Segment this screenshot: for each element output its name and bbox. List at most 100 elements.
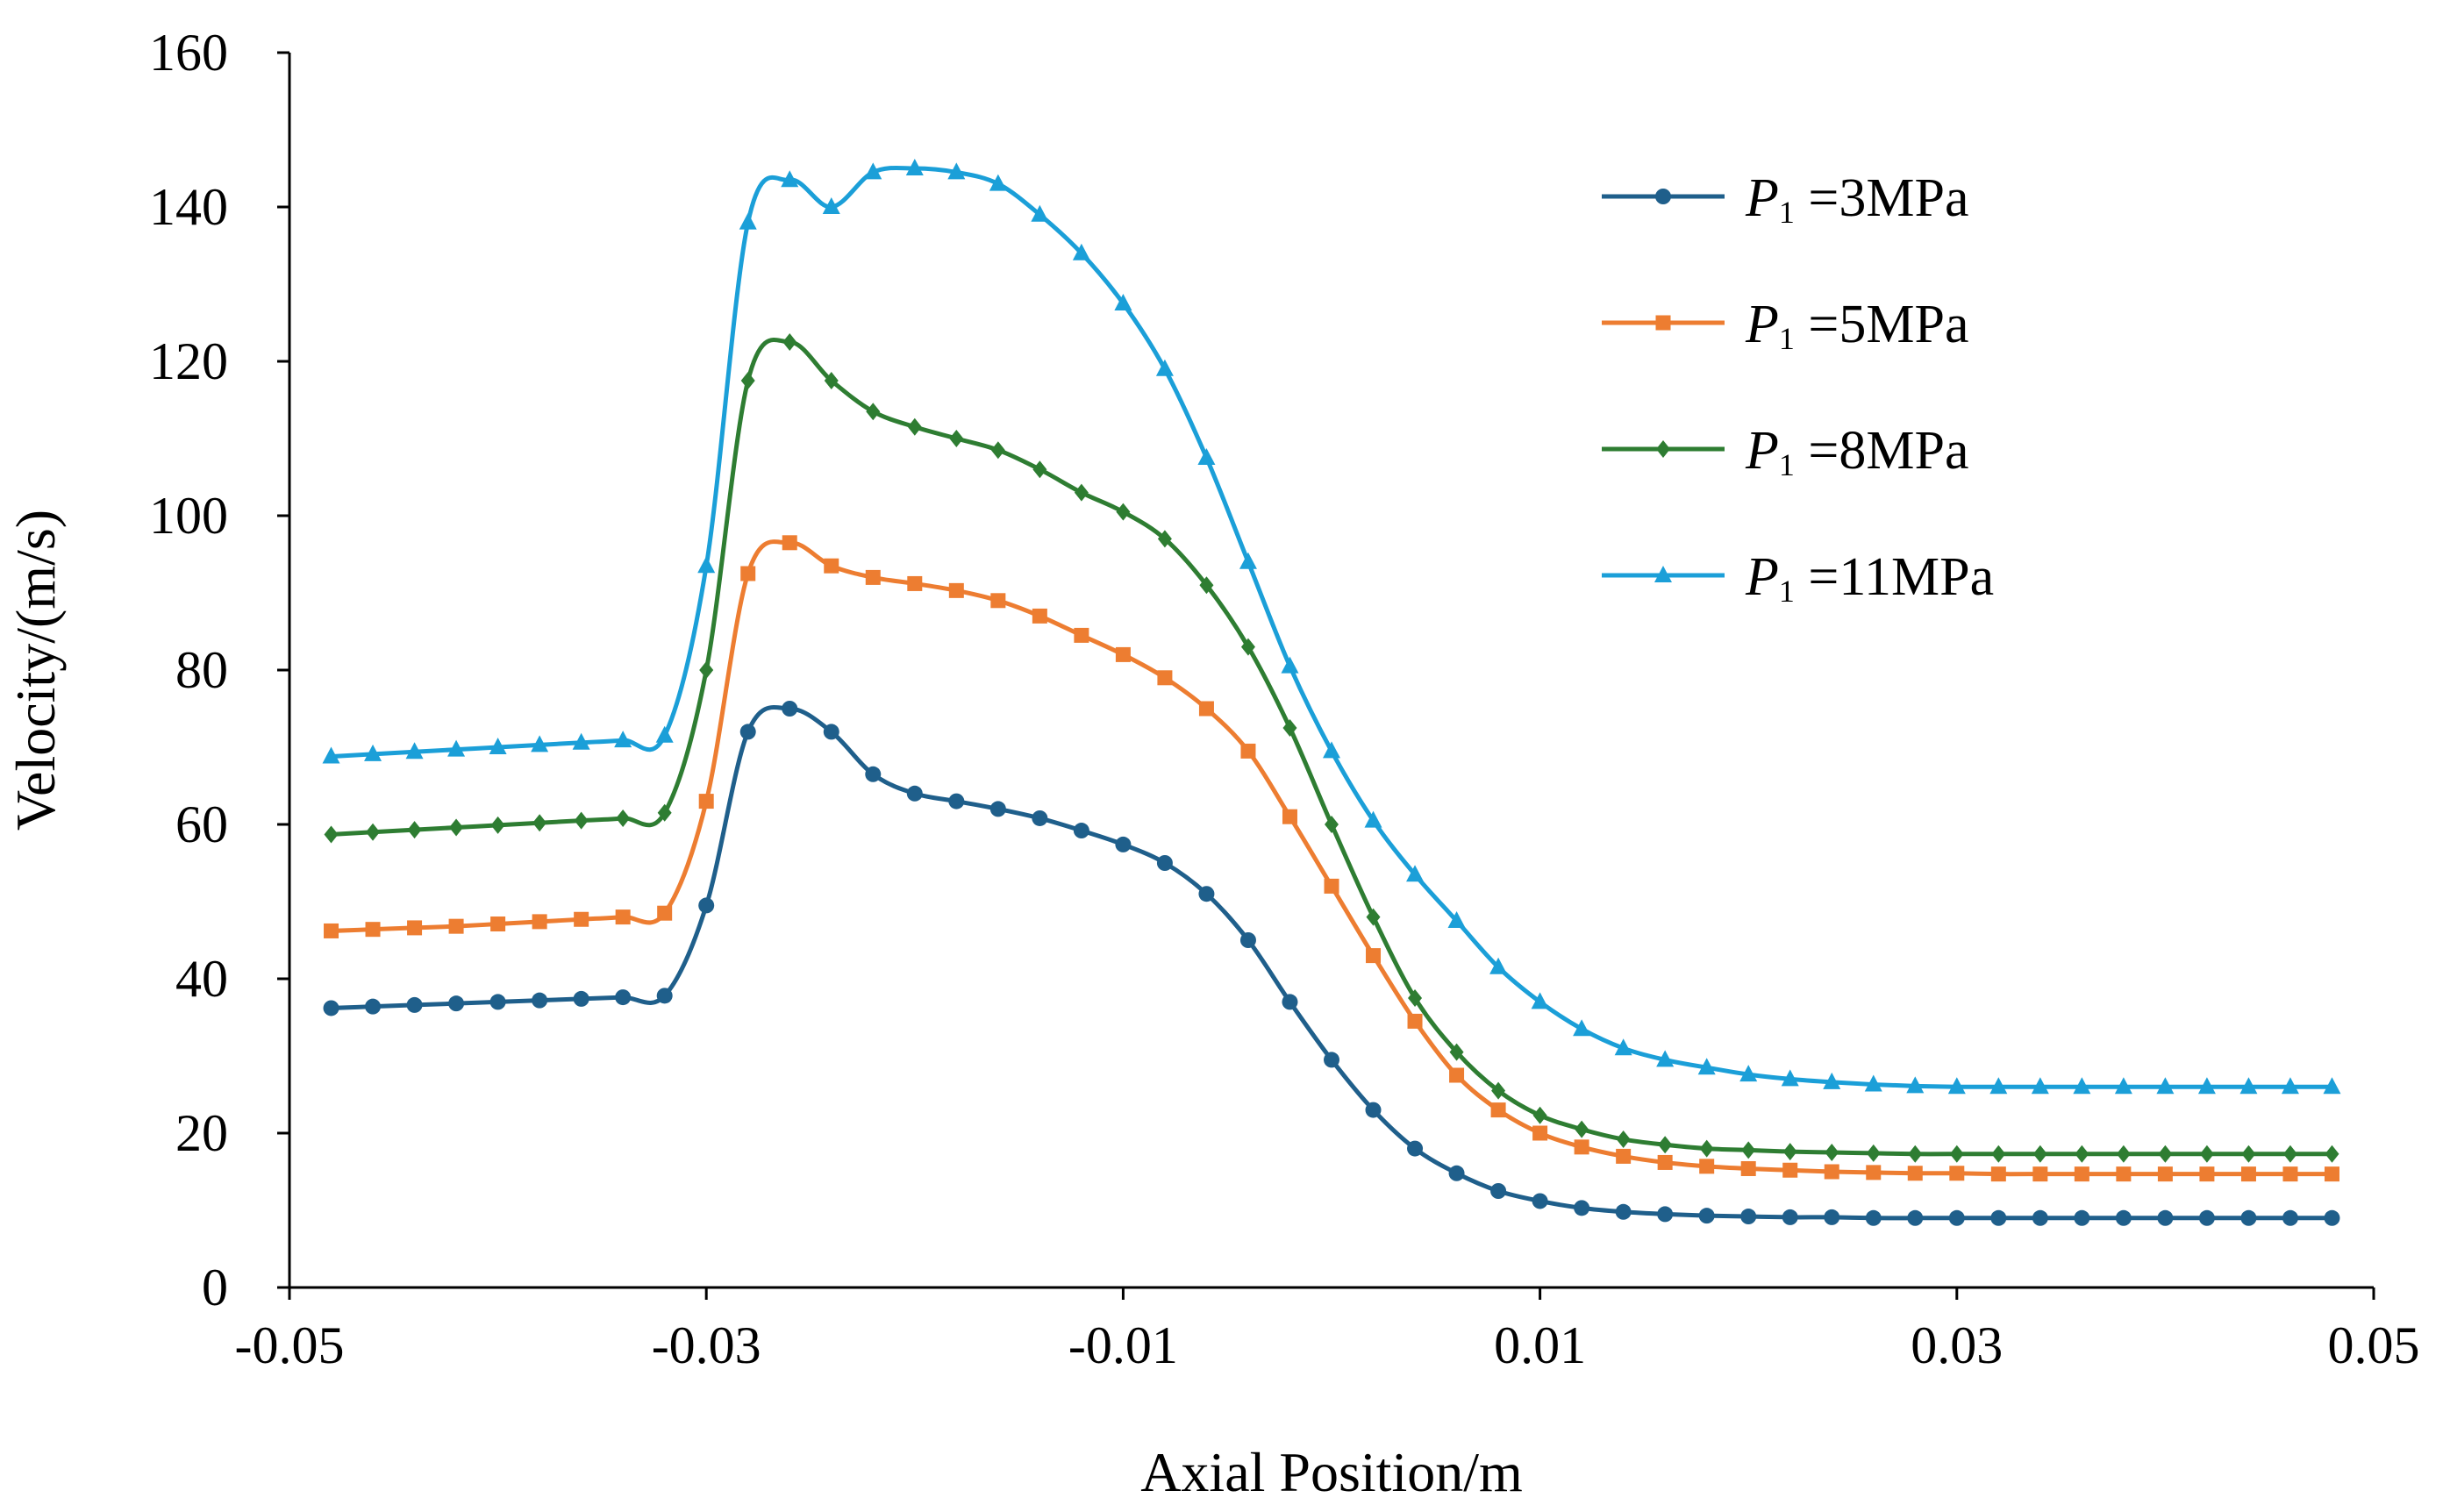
x-tick-label: -0.03: [652, 1316, 761, 1374]
data-point-3MPa: [406, 996, 423, 1013]
data-point-11MPa: [864, 162, 882, 180]
data-point-5MPa: [1949, 1166, 1965, 1181]
legend-item-5MPa: P1 =5MPa: [1602, 295, 1968, 356]
data-point-11MPa: [1531, 992, 1549, 1009]
data-point-3MPa: [1698, 1208, 1715, 1224]
data-point-5MPa: [1616, 1148, 1632, 1164]
data-point-3MPa: [739, 724, 756, 740]
data-point-5MPa: [1490, 1102, 1506, 1118]
series-line-3MPa: [331, 705, 2332, 1221]
data-point-3MPa: [1907, 1209, 1924, 1226]
data-point-5MPa: [365, 922, 381, 938]
data-point-3MPa: [1740, 1209, 1757, 1225]
y-tick-label: 120: [149, 332, 228, 390]
legend-symbol: P: [1745, 547, 1779, 607]
data-point-3MPa: [1407, 1140, 1424, 1157]
data-point-5MPa: [698, 794, 714, 809]
data-point-8MPa: [1699, 1139, 1714, 1158]
data-point-11MPa: [1614, 1038, 1632, 1056]
data-point-11MPa: [655, 725, 674, 743]
data-point-5MPa: [990, 593, 1006, 609]
data-point-3MPa: [1032, 809, 1048, 826]
data-point-5MPa: [1407, 1013, 1423, 1029]
data-point-8MPa: [1449, 1043, 1464, 1061]
data-point-3MPa: [2282, 1209, 2298, 1226]
data-point-11MPa: [1823, 1072, 1841, 1089]
data-point-11MPa: [1114, 294, 1132, 310]
legend-marker: [1654, 566, 1672, 582]
data-point-3MPa: [1156, 855, 1173, 871]
legend-item-3MPa: P1 =3MPa: [1602, 168, 1968, 230]
data-point-5MPa: [1824, 1164, 1839, 1180]
data-point-8MPa: [740, 372, 755, 389]
data-point-8MPa: [2325, 1145, 2339, 1163]
data-point-5MPa: [2157, 1166, 2173, 1182]
data-point-5MPa: [782, 535, 797, 551]
data-point-5MPa: [1324, 878, 1339, 894]
data-point-8MPa: [2282, 1145, 2297, 1163]
data-point-11MPa: [531, 735, 549, 752]
data-point-8MPa: [1741, 1141, 1756, 1159]
data-point-11MPa: [2197, 1077, 2216, 1095]
legend-label: P1 =3MPa: [1745, 168, 1968, 230]
data-point-8MPa: [1074, 483, 1089, 502]
data-point-5MPa: [1990, 1166, 2006, 1182]
data-point-11MPa: [1239, 552, 1257, 569]
data-point-3MPa: [2157, 1209, 2174, 1226]
data-point-8MPa: [449, 818, 464, 837]
data-point-8MPa: [1032, 460, 1047, 479]
legend-symbol: P: [1745, 421, 1779, 481]
y-tick-label: 160: [149, 24, 228, 82]
data-point-5MPa: [1198, 701, 1214, 717]
data-point-3MPa: [365, 998, 382, 1015]
data-point-5MPa: [865, 569, 881, 585]
data-point-8MPa: [1491, 1081, 1506, 1100]
data-point-8MPa: [490, 816, 505, 834]
legend-subscript: 1: [1779, 447, 1795, 482]
data-point-5MPa: [2282, 1166, 2298, 1182]
data-point-8MPa: [2199, 1145, 2214, 1163]
data-point-8MPa: [1199, 576, 1214, 595]
data-point-5MPa: [2324, 1166, 2339, 1182]
data-point-5MPa: [1699, 1159, 1715, 1174]
data-point-11MPa: [2239, 1077, 2258, 1095]
data-point-3MPa: [1490, 1183, 1507, 1199]
data-point-3MPa: [1990, 1209, 2007, 1226]
data-point-11MPa: [2114, 1077, 2132, 1095]
data-point-3MPa: [1532, 1193, 1548, 1209]
data-point-8MPa: [1116, 503, 1131, 521]
data-point-11MPa: [2156, 1077, 2175, 1095]
data-point-8MPa: [407, 821, 422, 839]
data-point-3MPa: [1324, 1052, 1339, 1068]
x-tick-label: 0.01: [1494, 1316, 1586, 1374]
data-point-11MPa: [1864, 1074, 1882, 1092]
data-point-3MPa: [948, 793, 965, 809]
data-point-8MPa: [616, 809, 631, 827]
data-point-5MPa: [1907, 1166, 1923, 1181]
data-point-11MPa: [322, 746, 340, 764]
data-point-3MPa: [323, 1000, 339, 1016]
data-point-5MPa: [574, 911, 589, 927]
data-point-3MPa: [1782, 1209, 1798, 1225]
data-point-5MPa: [1366, 948, 1382, 964]
data-point-3MPa: [573, 990, 589, 1007]
data-point-11MPa: [947, 162, 966, 180]
data-point-8MPa: [2241, 1145, 2256, 1163]
data-point-8MPa: [866, 403, 881, 421]
data-point-5MPa: [615, 909, 631, 925]
data-point-8MPa: [1157, 530, 1172, 548]
data-point-3MPa: [615, 989, 632, 1006]
x-tick-label: 0.03: [1911, 1316, 2003, 1374]
data-point-8MPa: [699, 661, 714, 679]
data-point-11MPa: [2281, 1077, 2299, 1095]
data-point-11MPa: [1656, 1050, 1675, 1067]
legend-symbol: P: [1745, 168, 1779, 228]
data-point-8MPa: [657, 803, 672, 822]
data-point-5MPa: [2074, 1166, 2089, 1182]
data-point-3MPa: [2324, 1209, 2340, 1226]
data-point-11MPa: [1573, 1019, 1591, 1037]
data-point-8MPa: [1782, 1143, 1797, 1161]
y-tick-label: 80: [175, 641, 228, 699]
data-point-11MPa: [1406, 865, 1425, 882]
